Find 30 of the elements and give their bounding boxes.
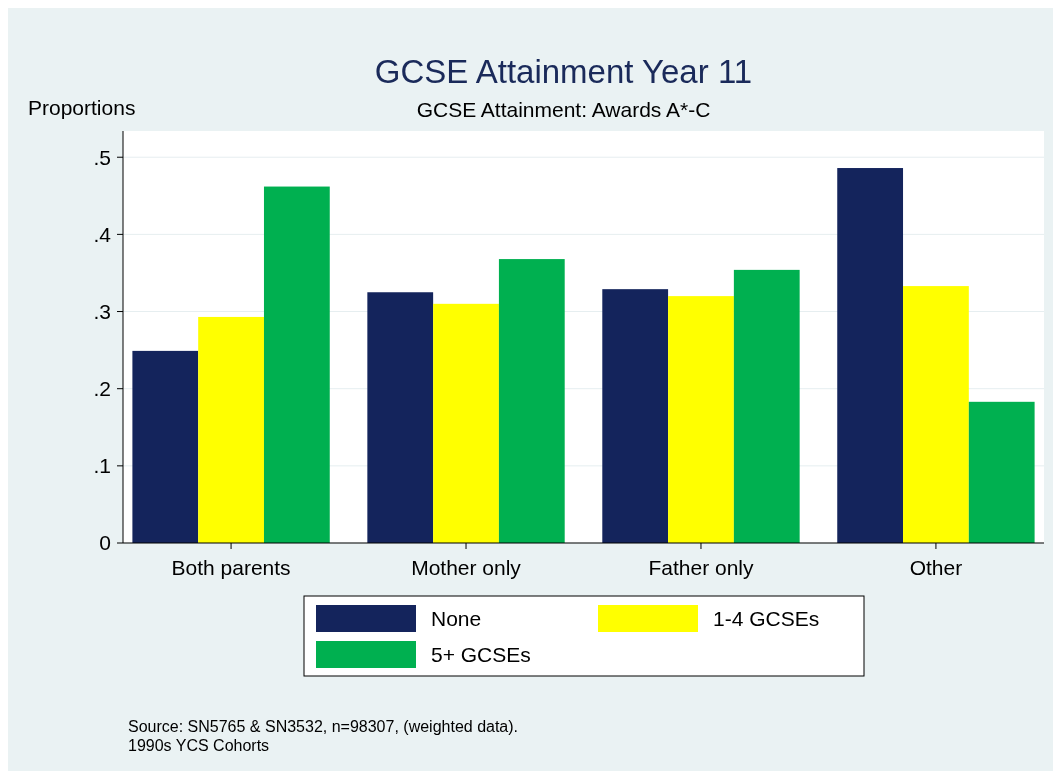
bar <box>733 269 800 543</box>
y-tick-label: 0 <box>99 531 111 555</box>
y-tick-label: .2 <box>93 377 111 401</box>
bar <box>498 259 565 543</box>
y-axis-title: Proportions <box>28 96 136 119</box>
bar <box>198 316 264 543</box>
x-tick-label: Other <box>909 556 963 579</box>
bar <box>132 350 199 543</box>
bar <box>837 168 904 543</box>
legend-label: None <box>431 607 482 631</box>
y-tick-label: .1 <box>93 454 111 478</box>
legend-label: 1-4 GCSEs <box>713 607 820 631</box>
bar <box>668 296 734 543</box>
legend-label: 5+ GCSEs <box>431 643 531 667</box>
y-tick-label: .5 <box>93 145 111 169</box>
chart-subtitle: GCSE Attainment: Awards A*-C <box>416 98 711 121</box>
x-tick-label: Both parents <box>171 556 291 579</box>
bar <box>602 289 669 543</box>
bar <box>367 292 434 543</box>
bar <box>903 286 969 543</box>
y-tick-label: .3 <box>93 299 111 323</box>
source-note: Source: SN5765 & SN3532, n=98307, (weighted data). <box>128 718 519 735</box>
x-tick-label: Father only <box>648 556 754 579</box>
bar <box>968 401 1035 543</box>
bar <box>263 186 330 543</box>
text: 1990s YCS Cohorts <box>128 737 270 754</box>
chart-title: GCSE Attainment Year 11 <box>374 53 753 90</box>
y-tick-label: .4 <box>93 222 112 246</box>
x-tick-label: Mother only <box>411 556 522 579</box>
bar <box>433 303 499 543</box>
